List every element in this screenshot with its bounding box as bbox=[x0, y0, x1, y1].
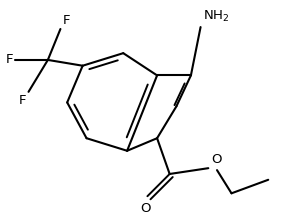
Text: O: O bbox=[140, 202, 151, 215]
Text: NH$_2$: NH$_2$ bbox=[202, 9, 229, 24]
Text: F: F bbox=[19, 94, 27, 107]
Text: O: O bbox=[211, 153, 222, 166]
Text: F: F bbox=[62, 14, 70, 27]
Text: F: F bbox=[6, 53, 13, 66]
